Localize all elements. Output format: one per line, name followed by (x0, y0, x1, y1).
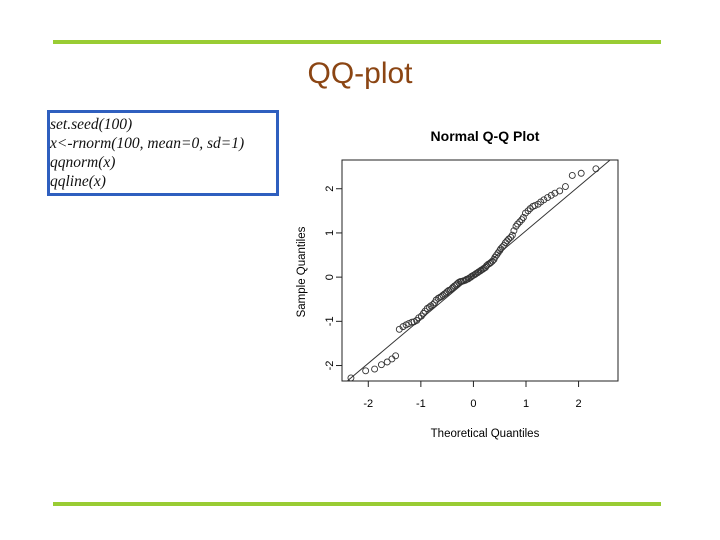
data-point (531, 202, 539, 209)
data-point (503, 237, 511, 245)
plot-area: -2 -1 0 1 2 -2 -1 0 1 2 (324, 159, 619, 410)
data-point (547, 191, 555, 199)
data-point (377, 361, 385, 369)
data-point (512, 222, 520, 230)
data-point (508, 231, 516, 239)
data-point (392, 352, 400, 360)
data-point (505, 235, 513, 243)
plot-frame (341, 159, 619, 382)
data-point (383, 358, 391, 366)
x-tick-label: 2 (576, 398, 582, 410)
data-point (519, 214, 527, 221)
data-point (524, 207, 532, 215)
data-point (516, 218, 524, 226)
data-point (592, 165, 600, 173)
y-tick-label: -2 (324, 361, 336, 371)
code-line: set.seed(100) (50, 116, 133, 133)
data-point (514, 220, 522, 228)
x-tick-label: 1 (523, 398, 529, 410)
data-point (544, 194, 552, 202)
code-line: x<-rnorm(100, mean=0, sd=1) (50, 135, 245, 152)
data-point (561, 183, 569, 190)
data-point (510, 227, 518, 235)
y-tick-label: 2 (324, 186, 336, 192)
x-tick-label: -2 (363, 398, 373, 410)
slide-title: QQ-plot (307, 57, 413, 90)
data-point (577, 169, 585, 177)
code-line: qqline(x) (50, 173, 106, 190)
y-tick-label: -1 (324, 316, 336, 326)
data-point (540, 196, 548, 204)
data-point (568, 172, 576, 179)
chart-title: Normal Q-Q Plot (431, 128, 540, 144)
x-tick-label: -1 (416, 398, 426, 410)
y-tick-label: 0 (324, 274, 336, 280)
data-point (498, 243, 506, 251)
data-point (420, 309, 427, 317)
data-point (507, 233, 515, 241)
y-tick-label: 1 (324, 230, 336, 236)
data-point (491, 253, 499, 261)
data-point (556, 187, 564, 195)
y-axis-label: Sample Quantiles (296, 226, 308, 317)
data-point (518, 216, 526, 224)
bottom-divider (53, 502, 661, 506)
data-point (371, 365, 379, 373)
data-point (347, 374, 355, 382)
code-line: qqnorm(x) (50, 154, 116, 171)
data-point (429, 301, 437, 308)
data-point (362, 367, 370, 375)
x-tick-label: 0 (470, 398, 476, 410)
data-point (388, 355, 396, 363)
data-point (493, 251, 501, 259)
top-divider (53, 40, 661, 44)
code-box: set.seed(100) x<-rnorm(100, mean=0, sd=1… (47, 110, 279, 196)
x-axis-label: Theoretical Quantiles (431, 428, 540, 440)
